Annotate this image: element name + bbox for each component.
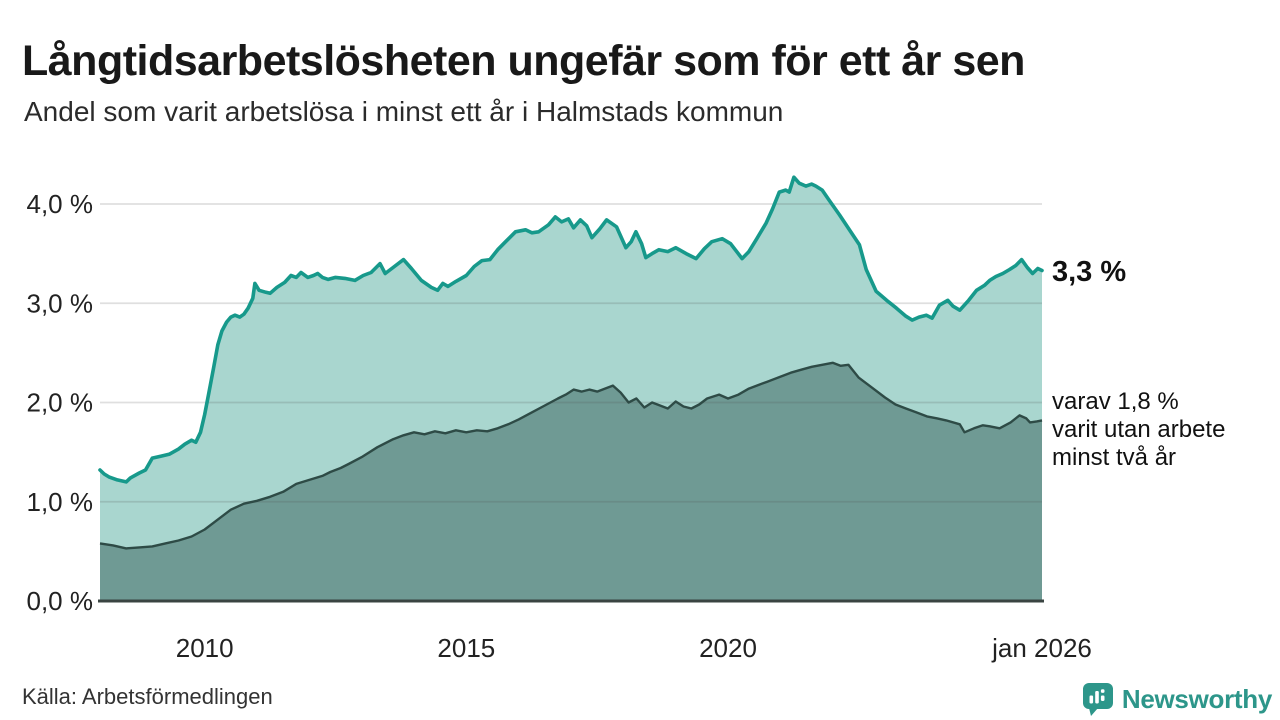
x-tick-label: 2015 [437,633,495,663]
brand-name: Newsworthy [1121,683,1272,714]
annotation-line-2: varit utan arbete [1052,416,1226,443]
x-tick-label: 2020 [699,633,757,663]
end-value-label: 3,3 % [1052,256,1127,288]
page-title: Långtidsarbetslösheten ungefär som för e… [22,36,1025,85]
y-tick-label: 2,0 % [27,388,94,418]
y-tick-label: 3,0 % [27,288,94,318]
y-tick-label: 0,0 % [27,586,94,616]
y-tick-label: 4,0 % [27,189,94,219]
series-line-twoyear [99,361,1043,550]
x-tick-label: 2010 [176,633,234,663]
y-tick-label: 1,0 % [27,487,94,517]
source-text: Källa: Arbetsförmedlingen [22,684,273,709]
annotation-line-3: minst två år [1052,444,1177,471]
newsworthy-brand: Newsworthy [1081,681,1272,717]
x-tick-label: jan 2026 [991,633,1092,663]
series-area-twoyear [100,362,1042,601]
series-line-total [98,175,1044,484]
twoyear-annotation: varav 1,8 % varit utan arbete minst två … [1052,388,1225,472]
chart-subtitle: Andel som varit arbetslösa i minst ett å… [24,96,784,127]
newsworthy-logo-icon [1082,683,1113,716]
annotation-line-1: varav 1,8 % [1052,388,1179,415]
